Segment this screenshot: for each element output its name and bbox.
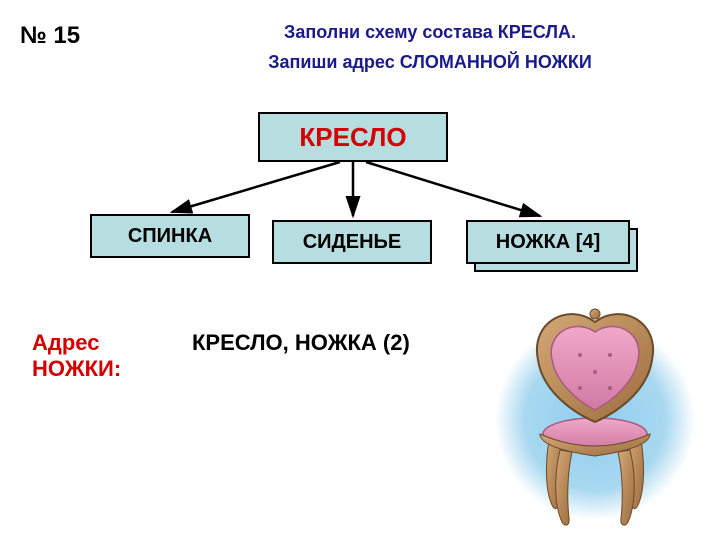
answer-value-text: КРЕСЛО, НОЖКА (2)	[192, 330, 410, 355]
header-line-2: Запиши адрес СЛОМАННОЙ НОЖКИ	[200, 52, 660, 73]
tree-child-node-1: СПИНКА	[90, 214, 250, 258]
chair-illustration	[490, 300, 700, 530]
tree-child-node-3: НОЖКА [4]	[466, 220, 630, 264]
tree-root-node: КРЕСЛО	[258, 112, 448, 162]
tree-child-node-2: СИДЕНЬЕ	[272, 220, 432, 264]
answer-label: Адрес НОЖКИ:	[32, 330, 172, 383]
tree-child-label-2: СИДЕНЬЕ	[303, 231, 402, 254]
tree-child-label-3: НОЖКА [4]	[496, 231, 600, 254]
answer-label-text: Адрес НОЖКИ:	[32, 330, 121, 381]
answer-value: КРЕСЛО, НОЖКА (2)	[192, 330, 410, 356]
task-number: № 15	[20, 22, 80, 50]
tree-child-label-1: СПИНКА	[128, 225, 212, 248]
tree-root-label: КРЕСЛО	[299, 122, 406, 153]
header-line-1: Заполни схему состава КРЕСЛА.	[200, 22, 660, 43]
